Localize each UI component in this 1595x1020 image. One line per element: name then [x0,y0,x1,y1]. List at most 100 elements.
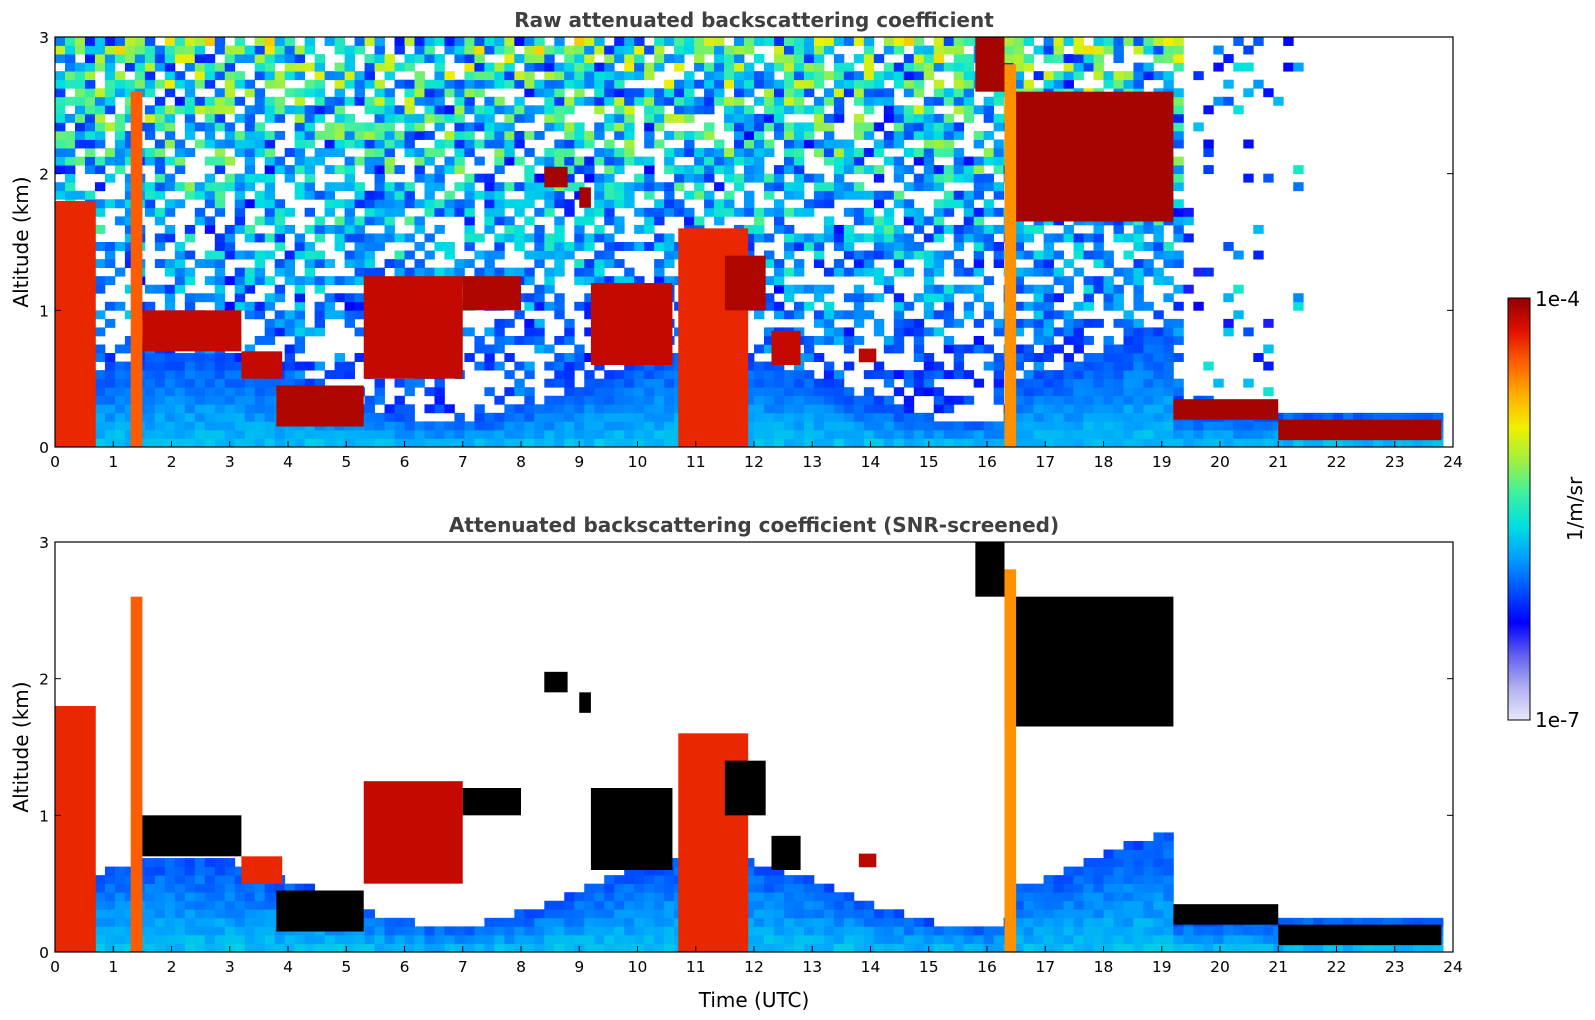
heatmap-cell [104,909,116,919]
heatmap-cell [773,301,785,311]
heatmap-cell [324,259,335,269]
heatmap-cell [883,216,895,226]
heatmap-cell [883,412,895,422]
heatmap-cell [334,130,345,140]
heatmap-cell [324,182,335,192]
heatmap-cell [224,892,236,902]
heatmap-cell [853,926,865,936]
heatmap-cell [963,113,975,123]
heatmap-cell [534,182,545,192]
heatmap-cell [1153,233,1164,243]
heatmap-cell [104,926,116,936]
heatmap-cell [234,148,246,157]
heatmap-cell [204,875,216,885]
heatmap-cell [324,934,335,944]
heatmap-cell [484,216,495,226]
heatmap-cell [644,892,655,902]
heatmap-cell [1103,378,1114,388]
heatmap-cell [224,122,236,132]
heatmap-cell [983,242,995,251]
heatmap-cell [514,404,525,414]
heatmap-cell [614,892,625,902]
heatmap-cell [184,378,196,388]
heatmap-cell [853,438,865,448]
heatmap-cell [803,429,815,439]
heatmap-cell [983,301,995,311]
heatmap-cell [803,301,815,311]
heatmap-cell [254,105,266,115]
heatmap-cell [1093,45,1104,55]
heatmap-cell [1243,926,1254,936]
heatmap-cell [953,122,965,132]
heatmap-cell [424,250,435,260]
heatmap-cell [873,395,885,405]
heatmap-cell [1343,438,1354,448]
heatmap-cell [534,917,545,927]
heatmap-cell [674,113,685,123]
heatmap-cell [414,199,425,209]
heatmap-cell [634,866,645,876]
heatmap-cell [184,122,196,132]
heatmap-cell [604,909,615,919]
heatmap-cell [434,934,445,944]
heatmap-cell [374,917,385,927]
heatmap-cell [654,276,665,286]
heatmap-cell [1113,926,1124,936]
heatmap-cell [424,182,435,192]
heatmap-cell [1043,909,1054,919]
heatmap-cell [1193,122,1204,132]
heatmap-cell [444,71,455,81]
heatmap-cell [1163,429,1174,439]
heatmap-cell [913,182,925,192]
heatmap-cell [903,404,915,414]
heatmap-cell [873,139,885,149]
heatmap-cell [1173,429,1184,439]
heatmap-cell [514,387,525,397]
heatmap-cell [55,165,66,175]
heatmap-cell [154,378,166,388]
heatmap-cell [484,173,495,183]
heatmap-cell [424,421,435,431]
heatmap-cell [224,276,236,286]
heatmap-cell [324,130,335,140]
heatmap-cell [154,122,166,132]
heatmap-cell [634,883,645,893]
heatmap-cell [793,122,805,132]
x-tick-label: 7 [458,453,468,471]
heatmap-cell [933,284,945,294]
heatmap-cell [494,45,505,55]
x-tick-label: 2 [167,453,177,471]
heatmap-cell [94,892,106,902]
heatmap-cell [873,926,885,936]
heatmap-cell [254,173,266,183]
heatmap-cell [104,250,116,260]
heatmap-cell [873,934,885,944]
heatmap-cell [763,892,775,902]
heatmap-cell [284,259,296,269]
heatmap-cell [1253,934,1264,944]
heatmap-cell [1013,429,1025,439]
heatmap-cell [574,62,585,72]
heatmap-cell [554,361,565,371]
heatmap-cell [1143,378,1154,388]
heatmap-cell [1043,438,1054,448]
heatmap-cell [74,113,86,123]
heatmap-cell [754,438,765,448]
heatmap-cell [1153,900,1164,910]
heatmap-cell [55,88,66,98]
heatmap-cell [1063,412,1074,422]
heatmap-cell [124,378,136,388]
heatmap-cell [184,113,196,123]
heatmap-cell [664,54,675,64]
heatmap-cell [224,917,236,927]
heatmap-cell [214,88,226,98]
heatmap-cell [564,387,575,397]
heatmap-cell [863,370,875,380]
heatmap-cell [124,395,136,405]
heatmap-cell [1173,113,1184,123]
heatmap-cell [144,934,156,944]
heatmap-cell [374,926,385,936]
heatmap-cell [424,45,435,55]
heatmap-cell [604,917,615,927]
heatmap-cell [863,421,875,431]
